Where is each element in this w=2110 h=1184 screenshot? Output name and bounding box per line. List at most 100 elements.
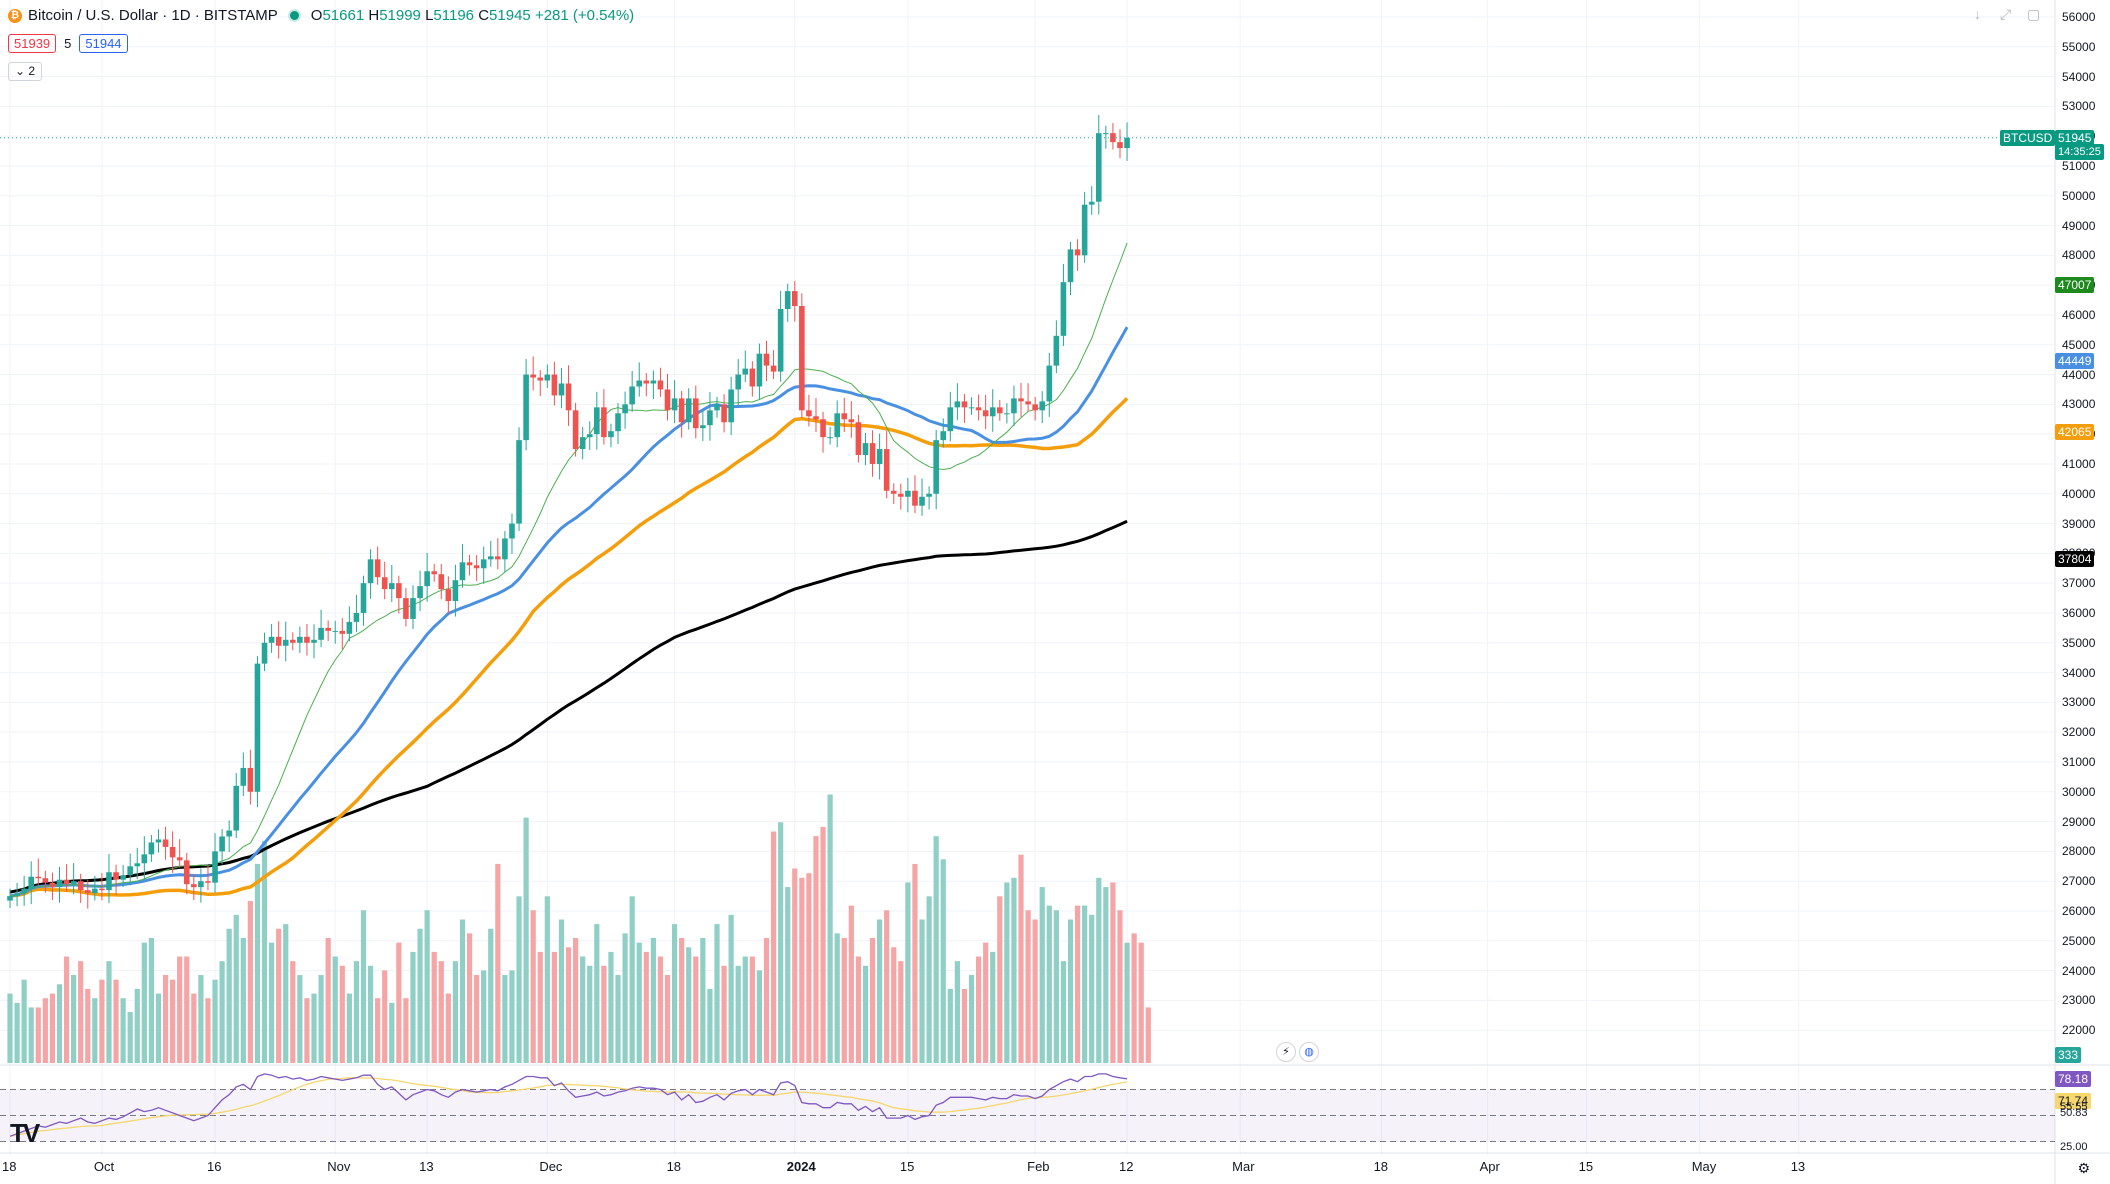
volume-bar: [1089, 914, 1095, 1063]
candle-body: [84, 890, 91, 894]
price-tick-label: 55000: [2062, 39, 2096, 54]
volume-bar: [862, 965, 869, 1063]
ohlc-values: O51661 H51999 L51196 C51945 +281 (+0.54%…: [311, 7, 634, 24]
candle-body: [466, 562, 473, 566]
price-tick-label: 40000: [2062, 486, 2096, 501]
volume-bar: [968, 975, 975, 1063]
volume-bar: [49, 993, 56, 1063]
volume-bar: [693, 956, 699, 1063]
date-tick-label: 15: [899, 1159, 915, 1174]
candle-body: [551, 374, 558, 396]
volume-bar: [714, 924, 720, 1063]
candle-body: [304, 636, 310, 643]
rsi-ma-line: [9, 1077, 1128, 1137]
candle-body: [1011, 398, 1017, 414]
candle-body: [749, 368, 756, 387]
candle-body: [297, 636, 303, 643]
candle-body: [92, 888, 98, 894]
candle-body: [791, 291, 798, 307]
sell-price-button[interactable]: 51939: [8, 34, 57, 53]
candle-body: [537, 377, 544, 381]
volume-bar: [1004, 882, 1010, 1063]
candle-body: [558, 383, 565, 396]
volume-bar: [332, 956, 338, 1063]
symbol-header[interactable]: ₿ Bitcoin / U.S. Dollar · 1D · BITSTAMP …: [8, 7, 634, 24]
candle-body: [275, 636, 282, 646]
volume-bar: [396, 942, 402, 1063]
candle-body: [1088, 201, 1095, 205]
candle-body: [7, 896, 13, 901]
price-tick-label: 31000: [2062, 754, 2096, 769]
fullscreen-icon[interactable]: ▢: [2027, 6, 2041, 22]
buy-price-button[interactable]: 51944: [79, 34, 128, 53]
rsi-level-label: 55.55: [2060, 1101, 2088, 1114]
volume-bar: [431, 951, 437, 1063]
candle-body: [565, 383, 572, 411]
price-tick-label: 36000: [2062, 605, 2096, 620]
candle-body: [1074, 249, 1081, 256]
candle-body: [1025, 401, 1031, 405]
volume-bar: [686, 947, 692, 1063]
volume-bar: [353, 961, 360, 1063]
candle-body: [601, 407, 607, 438]
price-tick-label: 30000: [2062, 784, 2096, 799]
candle-body: [516, 440, 522, 524]
candle-body: [282, 639, 289, 646]
date-tick-label: Nov: [327, 1159, 351, 1174]
price-tick-label: 26000: [2062, 903, 2096, 918]
lightning-event-icon[interactable]: ⚡: [1276, 1042, 1296, 1062]
symbol-title[interactable]: Bitcoin / U.S. Dollar · 1D · BITSTAMP: [28, 7, 278, 24]
volume-bar: [735, 965, 741, 1063]
volume-bar: [749, 956, 755, 1063]
arrow-down-icon[interactable]: ↓: [1974, 6, 1981, 22]
candle-body: [99, 888, 105, 891]
ma20-line: [9, 242, 1128, 897]
candle-body: [876, 449, 883, 464]
tradingview-logo: TV: [10, 1118, 40, 1148]
volume-bar: [247, 900, 253, 1063]
candle-body: [176, 857, 183, 861]
us-flag-event-icon[interactable]: ◍: [1299, 1042, 1319, 1062]
candle-body: [707, 410, 713, 426]
candle-body: [56, 879, 63, 888]
volume-bar: [474, 975, 480, 1063]
candle-body: [968, 407, 975, 409]
candle-body: [1067, 249, 1074, 283]
date-tick-label: Oct: [93, 1159, 115, 1174]
price-tick-label: 43000: [2062, 397, 2096, 412]
volume-bar: [184, 956, 190, 1063]
candle-body: [912, 490, 918, 506]
candle-body: [714, 404, 720, 411]
volume-bar: [601, 965, 607, 1063]
ma200-line: [9, 519, 1128, 894]
indicators-toggle[interactable]: ⌄ 2: [8, 62, 43, 81]
gear-icon[interactable]: ⚙: [2077, 1160, 2090, 1176]
volume-bar: [848, 905, 854, 1063]
candle-body: [445, 589, 452, 602]
volume-bar: [558, 919, 565, 1063]
change-value: +281 (+0.54%): [534, 7, 635, 24]
candle-body: [318, 627, 324, 640]
candle-body: [374, 559, 381, 578]
candle-body: [424, 571, 430, 587]
candle-body: [692, 398, 699, 429]
volume-bar: [763, 938, 770, 1063]
volume-bar: [841, 938, 847, 1063]
volume-bar: [1067, 919, 1074, 1063]
volume-bar: [940, 859, 946, 1063]
volume-bar: [594, 924, 600, 1063]
volume-bar: [148, 938, 154, 1063]
expand-icon[interactable]: ⤢: [2000, 6, 2012, 22]
candle-body: [961, 401, 968, 408]
date-tick-label: 2024: [786, 1159, 816, 1174]
candle-body: [360, 583, 367, 613]
volume-bar: [410, 951, 416, 1063]
volume-bar: [304, 998, 310, 1063]
volume-bar: [523, 817, 529, 1063]
candle-body: [608, 431, 614, 438]
candle-body: [247, 767, 254, 792]
candle-body: [898, 493, 904, 497]
price-tick-label: 28000: [2062, 844, 2096, 859]
volume-bar: [1082, 905, 1088, 1063]
